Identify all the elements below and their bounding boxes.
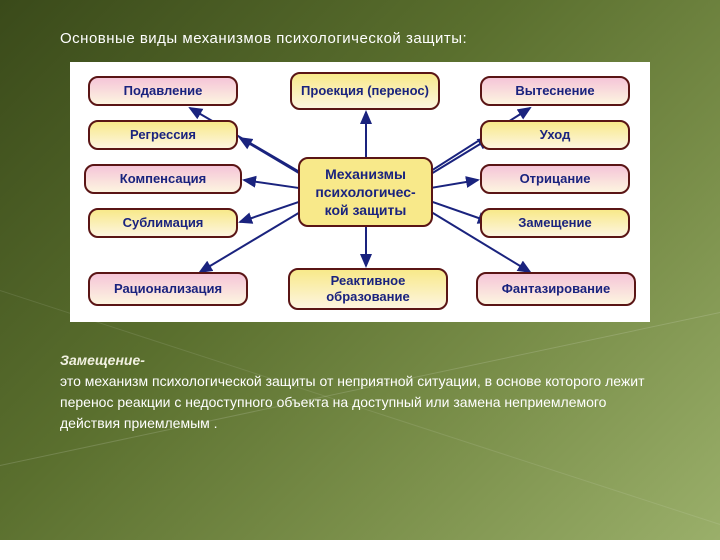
- outer-node: Вытеснение: [480, 76, 630, 106]
- outer-node: Подавление: [88, 76, 238, 106]
- center-node: Механизмы психологичес-кой защиты: [298, 157, 433, 227]
- outer-node: Сублимация: [88, 208, 238, 238]
- outer-node: Фантазирование: [476, 272, 636, 306]
- outer-node: Регрессия: [88, 120, 238, 150]
- slide: Основные виды механизмов психологической…: [0, 0, 720, 540]
- outer-node: Замещение: [480, 208, 630, 238]
- definition-block: Замещение- это механизм психологической …: [60, 350, 660, 434]
- outer-node: Уход: [480, 120, 630, 150]
- definition-text: это механизм психологической защиты от н…: [60, 373, 645, 431]
- outer-node: Отрицание: [480, 164, 630, 194]
- diagram: Механизмы психологичес-кой защиты Подавле…: [70, 62, 650, 322]
- outer-node: Компенсация: [84, 164, 242, 194]
- definition-term: Замещение-: [60, 352, 145, 368]
- outer-node: Реактивное образование: [288, 268, 448, 310]
- slide-title: Основные виды механизмов психологической…: [60, 30, 660, 47]
- outer-node: Проекция (перенос): [290, 72, 440, 110]
- outer-node: Рационализация: [88, 272, 248, 306]
